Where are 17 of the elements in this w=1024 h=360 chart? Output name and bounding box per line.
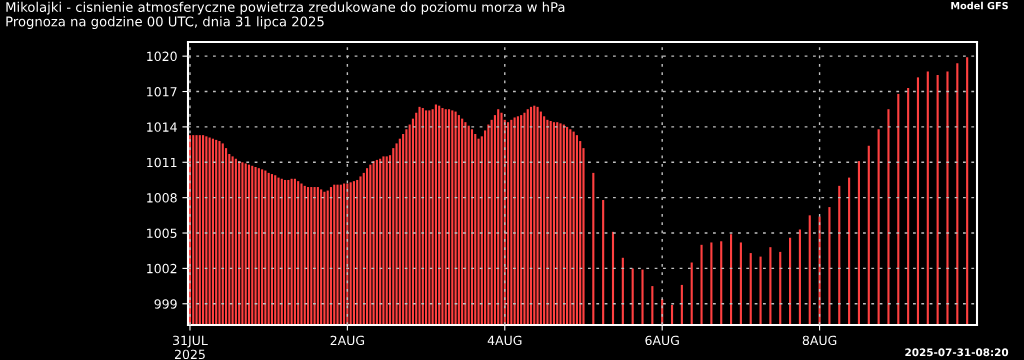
chart-title: Mikolajki - cisnienie atmosferyczne powietrza zredukowane do poziomu morza w hPa [6,1,565,15]
y-tick-label: 1011 [147,157,177,168]
x-tick-label: 4AUG [487,335,522,346]
x-tick-label: 8AUG [802,335,837,346]
chart-subtitle: Prognoza na godzine 00 UTC, dnia 31 lipca 2025 [6,16,324,29]
text: Model GFS [951,1,1008,10]
x-tick-label: 31JUL 2025 [173,335,208,360]
y-tick-label: 1017 [147,87,177,97]
y-tick-label: 999 [154,299,177,309]
y-tick-label: 1020 [147,51,177,62]
y-tick-label: 1008 [147,193,177,203]
y-tick-label: 1014 [147,122,177,132]
y-tick-label: 1002 [147,263,177,274]
y-tick-label: 1005 [147,228,177,238]
x-tick-label: 2AUG [330,335,365,346]
x-tick-label: 6AUG [645,335,679,346]
text: 2025-07-31-08:20 [905,348,1009,357]
